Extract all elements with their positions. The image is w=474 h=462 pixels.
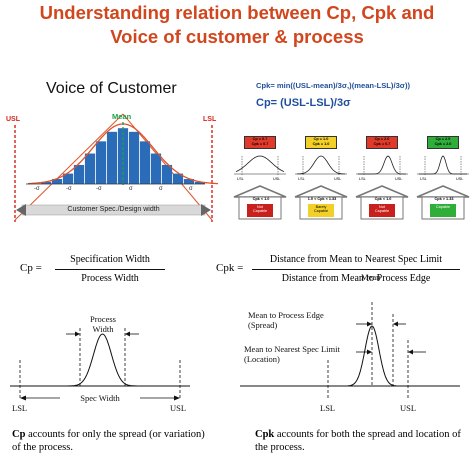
capability-cpk-range: Cpk < 1.0	[252, 197, 270, 201]
capability-usl-label: USL	[273, 177, 281, 181]
capability-status-label: Not Capable	[374, 205, 390, 214]
page-title-line2: Voice of customer & process	[110, 26, 364, 47]
voc-sigma-ticks: -σ -σ -σ σ σ σ	[26, 186, 206, 196]
cpk-mean-label: Mean	[361, 272, 381, 282]
voc-spec-arrow-left	[16, 204, 26, 216]
voc-histogram-bar	[139, 141, 151, 184]
capability-cpk-range: 1.0 < Cpk < 1.33	[307, 197, 337, 201]
voc-spec-label: Customer Spec./Design width	[67, 206, 160, 213]
capability-mini-curve	[356, 155, 408, 176]
capability-status-label: Barely Capable	[313, 205, 329, 214]
capability-cases: Cp = 0.7 Cpk = 0.7 LSL USL Cpk < 1.0 Not Cap…	[228, 130, 474, 225]
capability-status-label: Not Capable	[252, 205, 268, 214]
cp-caption-bold: Cp	[12, 429, 26, 440]
cp-formula-lhs: Cp =	[20, 262, 42, 274]
capability-badge: Cp = 2.0 Cpk = 2.0	[427, 136, 459, 149]
capability-status-box	[308, 204, 334, 217]
voc-sigma-tick-label: σ	[129, 186, 133, 192]
voc-histogram-bar	[51, 179, 63, 184]
voc-histogram-bar	[40, 181, 52, 184]
cpk-process-curve	[347, 325, 397, 387]
voc-histogram-bar	[128, 131, 140, 184]
capability-usl-label: USL	[456, 177, 464, 181]
voc-histogram-bar	[62, 173, 74, 184]
cp-usl-label: USL	[170, 403, 187, 413]
cpk-formula-lhs: Cpk =	[216, 262, 244, 274]
cpk-caption-text: accounts for both the spread and locatio…	[255, 429, 461, 453]
voc-sigma-tick-label: σ	[159, 186, 163, 192]
cp-caption: Cp accounts for only the spread (or vari…	[12, 428, 212, 454]
voc-diagram	[14, 113, 218, 222]
cpk-formula-text: Cpk= min((USL-mean)/3σ,)(mean-LSL)/3σ))	[256, 81, 411, 90]
voc-sigma-tick-label: -σ	[34, 186, 40, 192]
voc-usl-label: USL	[6, 116, 20, 123]
cpk-formula-denominator: Distance from Mean to Process Edge	[281, 273, 431, 284]
cpk-mean-to-edge-label: Mean to Process Edge (Spread)	[248, 310, 324, 330]
voc-spec-arrow-right	[201, 204, 211, 216]
capability-cpk-range: Cpk > 1.33	[434, 197, 454, 201]
cp-formula-text: Cp= (USL-LSL)/3σ	[256, 97, 351, 109]
cpk-usl-label: USL	[400, 403, 417, 413]
cpk-formula-numerator: Distance from Mean to Nearest Spec Limit	[269, 254, 443, 265]
cpk-diagram	[240, 300, 460, 400]
capability-status-box	[369, 204, 395, 217]
voc-histogram-bar	[172, 173, 184, 184]
capability-status-box	[247, 204, 273, 217]
cp-process-curve	[66, 333, 140, 387]
voc-mean-label: Mean	[112, 112, 132, 121]
cpk-caption-bold: Cpk	[255, 429, 275, 440]
cp-diagram	[10, 328, 190, 401]
capability-house	[233, 185, 287, 220]
cpk-lsl-label: LSL	[320, 403, 336, 413]
voc-sigma-tick-label: -σ	[66, 186, 72, 192]
cpk-mean-to-spec-label: Mean to Nearest Spec Limit (Location)	[244, 344, 340, 364]
voc-sigma-tick-label: σ	[189, 186, 193, 192]
capability-usl-label: USL	[334, 177, 342, 181]
voc-histogram-bar	[73, 164, 85, 184]
capability-mini-curve	[234, 155, 286, 176]
cp-lsl-label: LSL	[12, 403, 28, 413]
cp-caption-text: accounts for only the spread (or variati…	[12, 429, 205, 453]
cpk-fraction-bar	[252, 269, 460, 270]
capability-mini-curve	[417, 155, 469, 176]
capability-house	[294, 185, 348, 220]
capability-house	[416, 185, 470, 220]
voc-left-funnel-line	[14, 113, 124, 221]
cp-formula-numerator: Specification Width	[70, 254, 150, 265]
capability-badge: Cp = 1.0 Cpk = 1.0	[305, 136, 337, 149]
voc-histogram	[40, 128, 206, 184]
cp-spec-width-label: Spec Width	[60, 393, 140, 403]
capability-house	[355, 185, 409, 220]
capability-lsl-label: LSL	[298, 177, 305, 181]
cp-formula-denominator: Process Width	[81, 273, 139, 284]
voc-histogram-bar	[183, 179, 195, 184]
voc-heading: Voice of Customer	[46, 80, 177, 97]
cpk-caption: Cpk accounts for both the spread and loc…	[255, 428, 465, 454]
capability-badge: Cp = 0.7 Cpk = 0.7	[244, 136, 276, 149]
capability-usl-label: USL	[395, 177, 403, 181]
page-title-line1: Understanding relation between Cp, Cpk a…	[39, 2, 435, 23]
voc-histogram-bar	[95, 141, 107, 184]
voc-histogram-bar	[117, 128, 129, 184]
capability-status-box	[430, 204, 456, 217]
cp-process-width-label: Process Width	[90, 314, 116, 334]
voc-lsl-label: LSL	[203, 116, 217, 123]
capability-badge: Cp = 2.0 Cpk = 0.7	[366, 136, 398, 149]
cp-fraction-bar	[55, 269, 165, 270]
voc-histogram-bar	[161, 164, 173, 184]
voc-histogram-bar	[150, 153, 162, 184]
capability-status-label: Capable	[435, 205, 451, 209]
voc-histogram-bar	[84, 153, 96, 184]
voc-histogram-bar	[194, 181, 206, 184]
capability-lsl-label: LSL	[359, 177, 366, 181]
capability-lsl-label: LSL	[237, 177, 244, 181]
capability-lsl-label: LSL	[420, 177, 427, 181]
voc-sigma-tick-label: -σ	[96, 186, 102, 192]
voc-histogram-bar	[106, 131, 118, 184]
capability-mini-curve	[295, 155, 347, 176]
capability-cpk-range: Cpk < 1.0	[374, 197, 392, 201]
